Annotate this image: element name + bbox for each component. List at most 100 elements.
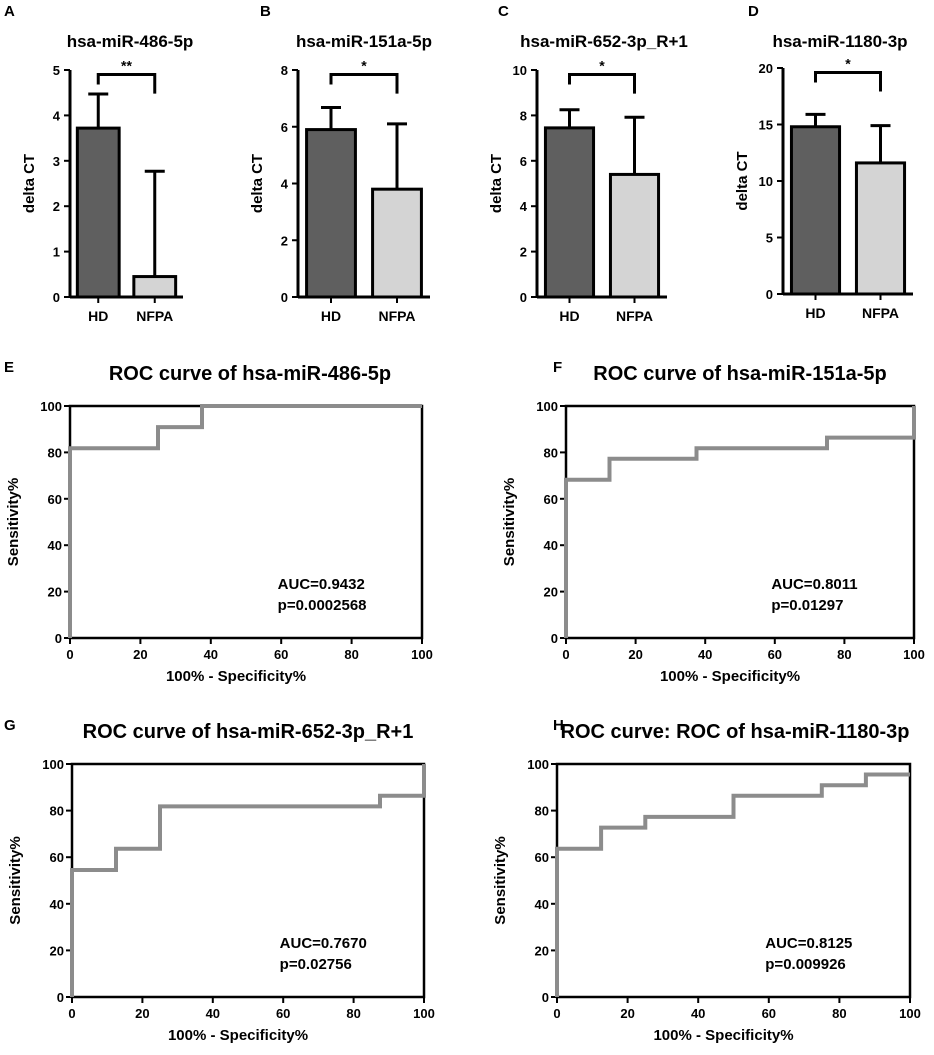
x-tick-label: 20 [628,647,642,662]
y-tick-label: 80 [48,445,62,460]
x-axis-label: 100% - Specificity% [166,668,306,685]
y-tick-label: 4 [53,108,61,123]
plot-frame [564,404,916,640]
significance-label: ** [121,58,132,74]
y-tick-label: 20 [759,61,773,76]
chart-title: ROC curve of hsa-miR-151a-5p [593,363,886,385]
x-tick-label: 80 [832,1006,846,1021]
y-tick-label: 100 [40,399,62,414]
y-tick-label: 0 [57,990,64,1005]
chart-title: hsa-miR-652-3p_R+1 [520,32,688,51]
y-tick-label: 3 [53,154,60,169]
significance-bracket [568,73,636,94]
y-tick-label: 10 [759,174,773,189]
roc-panel-e: E ROC curve of hsa-miR-486-5p 0 20 40 60 80 100… [4,359,433,685]
x-tick-label: 40 [206,1006,220,1021]
x-tick-label: 0 [66,647,73,662]
roc-curve-line [555,772,910,997]
x-tick-label: NFPA [378,308,415,324]
y-tick-label: 2 [53,199,60,214]
y-tick-label: 40 [50,897,64,912]
x-tick-label: 20 [135,1006,149,1021]
y-tick-label: 100 [527,757,549,772]
x-tick-label: 60 [274,647,288,662]
y-tick-label: 40 [48,538,62,553]
x-tick-label: HD [321,308,341,324]
x-tick-label: 40 [691,1006,705,1021]
y-tick-label: 20 [544,585,558,600]
p-value-label: p=0.009926 [765,956,846,973]
y-tick-label: 0 [281,290,288,305]
x-tick-label: 0 [553,1006,560,1021]
y-tick-label: 5 [766,231,773,246]
y-axis-label: Sensitivity% [7,836,24,924]
y-tick-label: 1 [53,245,60,260]
bar-hd [789,125,842,296]
roc-curve-line [564,406,916,638]
auc-label: AUC=0.9432 [278,576,365,593]
x-tick-label: 100 [903,647,925,662]
y-tick-label: 20 [50,943,64,958]
y-tick-label: 10 [513,63,527,78]
x-axis-label: 100% - Specificity% [168,1027,308,1044]
auc-label: AUC=0.7670 [280,935,367,952]
y-tick-label: 0 [766,287,773,302]
significance-bracket [96,73,157,94]
chart-title: hsa-miR-1180-3p [772,32,907,51]
y-axis-label: Sensitivity% [5,478,22,566]
y-tick-label: 15 [759,118,773,133]
chart-title: ROC curve of hsa-miR-486-5p [109,363,391,385]
significance-bracket [329,73,399,94]
y-tick-label: 60 [535,850,549,865]
x-tick-label: 0 [68,1006,75,1021]
y-tick-label: 60 [544,492,558,507]
roc-curve-line [70,764,426,997]
bar-nfpa [371,187,423,299]
panel-label: B [260,3,271,20]
x-tick-label: 80 [346,1006,360,1021]
y-tick-label: 80 [535,804,549,819]
bar-hd [75,126,121,299]
roc-panel-f: F ROC curve of hsa-miR-151a-5p 0 20 40 60 80 10… [501,359,925,685]
y-tick-label: 0 [55,631,62,646]
panel-label: F [553,359,562,376]
significance-label: * [845,56,851,72]
x-tick-label: 100 [899,1006,921,1021]
chart-title: ROC curve of hsa-miR-652-3p_R+1 [83,721,414,743]
y-tick-label: 5 [53,63,60,78]
p-value-label: p=0.01297 [771,597,843,614]
y-tick-label: 60 [50,850,64,865]
bar-nfpa [608,172,661,299]
y-tick-label: 40 [544,538,558,553]
x-tick-label: 40 [698,647,712,662]
x-tick-label: 60 [276,1006,290,1021]
plot-frame [70,762,426,999]
plot-frame [68,404,424,640]
bar-nfpa [132,275,178,299]
panel-label: G [4,717,16,734]
y-tick-label: 0 [520,290,527,305]
y-tick-label: 6 [281,120,288,135]
y-tick-label: 8 [520,108,527,123]
y-tick-label: 4 [281,177,289,192]
significance-bracket [814,71,882,92]
y-tick-label: 6 [520,154,527,169]
chart-title: ROC curve: ROC of hsa-miR-1180-3p [561,721,910,743]
x-axis-label: 100% - Specificity% [653,1027,793,1044]
y-axis-label: delta CT [734,151,751,210]
y-tick-label: 80 [50,804,64,819]
y-tick-label: 100 [42,757,64,772]
significance-label: * [599,58,605,74]
y-tick-label: 8 [281,63,288,78]
x-tick-label: 100 [411,647,433,662]
panel-label: E [4,359,14,376]
y-axis-label: delta CT [488,154,505,213]
x-tick-label: NFPA [136,308,173,324]
x-tick-label: 40 [204,647,218,662]
x-tick-label: HD [88,308,108,324]
panel-label: D [748,3,759,20]
